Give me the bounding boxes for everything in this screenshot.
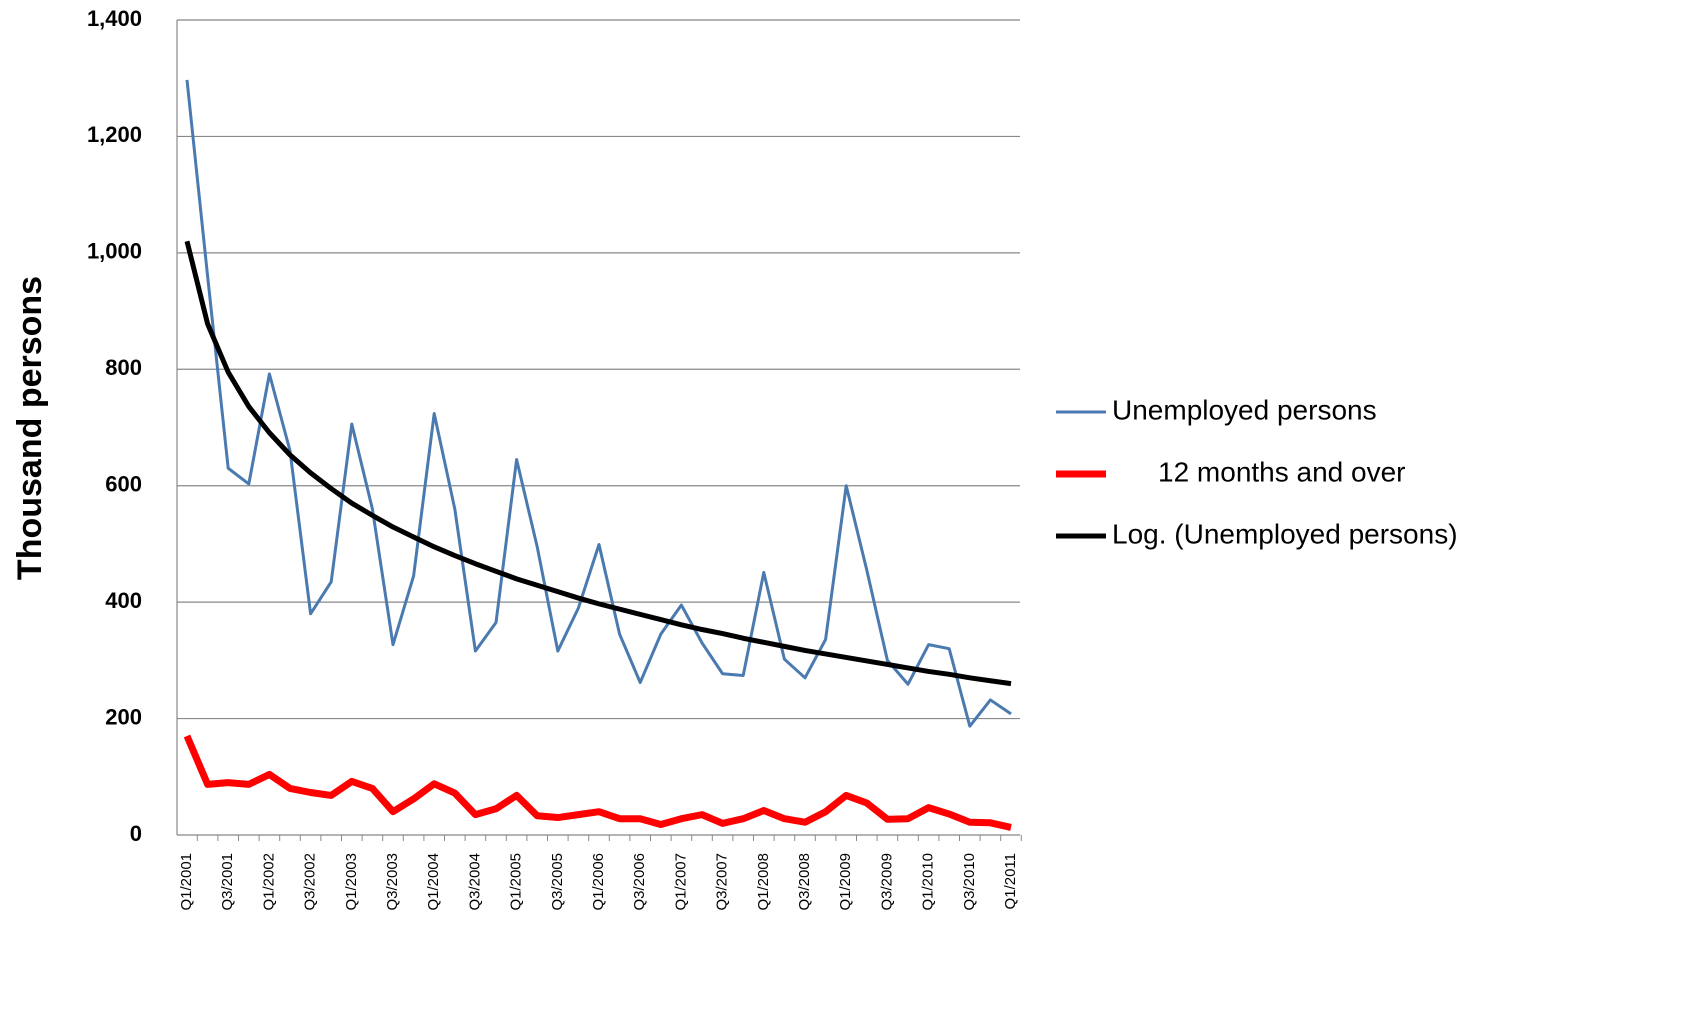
x-tick-label: Q1/2009 (837, 853, 854, 911)
x-tick-label: Q1/2002 (260, 853, 277, 911)
x-tick-label: Q1/2003 (343, 853, 360, 911)
x-tick-label: Q3/2002 (302, 853, 319, 911)
legend-label: 12 months and over (1158, 456, 1406, 487)
series-line (185, 79, 1012, 728)
x-tick-label: Q3/2007 (714, 853, 731, 911)
x-tick-label: Q3/2009 (878, 853, 895, 911)
y-tick-label: 1,000 (87, 239, 142, 264)
y-tick-label: 0 (130, 821, 142, 846)
x-tick-label: Q3/2003 (384, 853, 401, 911)
y-tick-label: 400 (105, 588, 142, 613)
x-tick-label: Q3/2001 (219, 853, 236, 911)
x-tick-label: Q3/2008 (796, 853, 813, 911)
x-tick-label: Q1/2010 (920, 853, 937, 911)
x-tick-label: Q1/2011 (1002, 853, 1019, 909)
x-tick-label: Q3/2005 (549, 853, 566, 911)
y-tick-label: 800 (105, 355, 142, 380)
x-tick-label: Q1/2001 (178, 853, 195, 911)
x-tick-label: Q3/2010 (961, 853, 978, 911)
y-tick-label: 200 (105, 704, 142, 729)
y-axis-title: Thousand persons (11, 276, 49, 580)
y-tick-label: 1,200 (87, 122, 142, 147)
x-tick-label: Q3/2006 (631, 853, 648, 911)
x-tick-label: Q1/2004 (425, 853, 442, 911)
x-tick-label: Q1/2006 (590, 853, 607, 911)
legend-label: Unemployed persons (1112, 394, 1377, 425)
y-tick-label: 600 (105, 472, 142, 497)
series-line (184, 240, 1012, 687)
x-tick-label: Q1/2007 (672, 853, 689, 911)
x-tick-label: Q1/2005 (508, 853, 525, 911)
x-tick-label: Q3/2004 (466, 853, 483, 911)
legend-label: Log. (Unemployed persons) (1112, 518, 1458, 549)
series-line (183, 734, 1012, 831)
x-tick-label: Q1/2008 (755, 853, 772, 911)
y-tick-label: 1,400 (87, 6, 142, 31)
